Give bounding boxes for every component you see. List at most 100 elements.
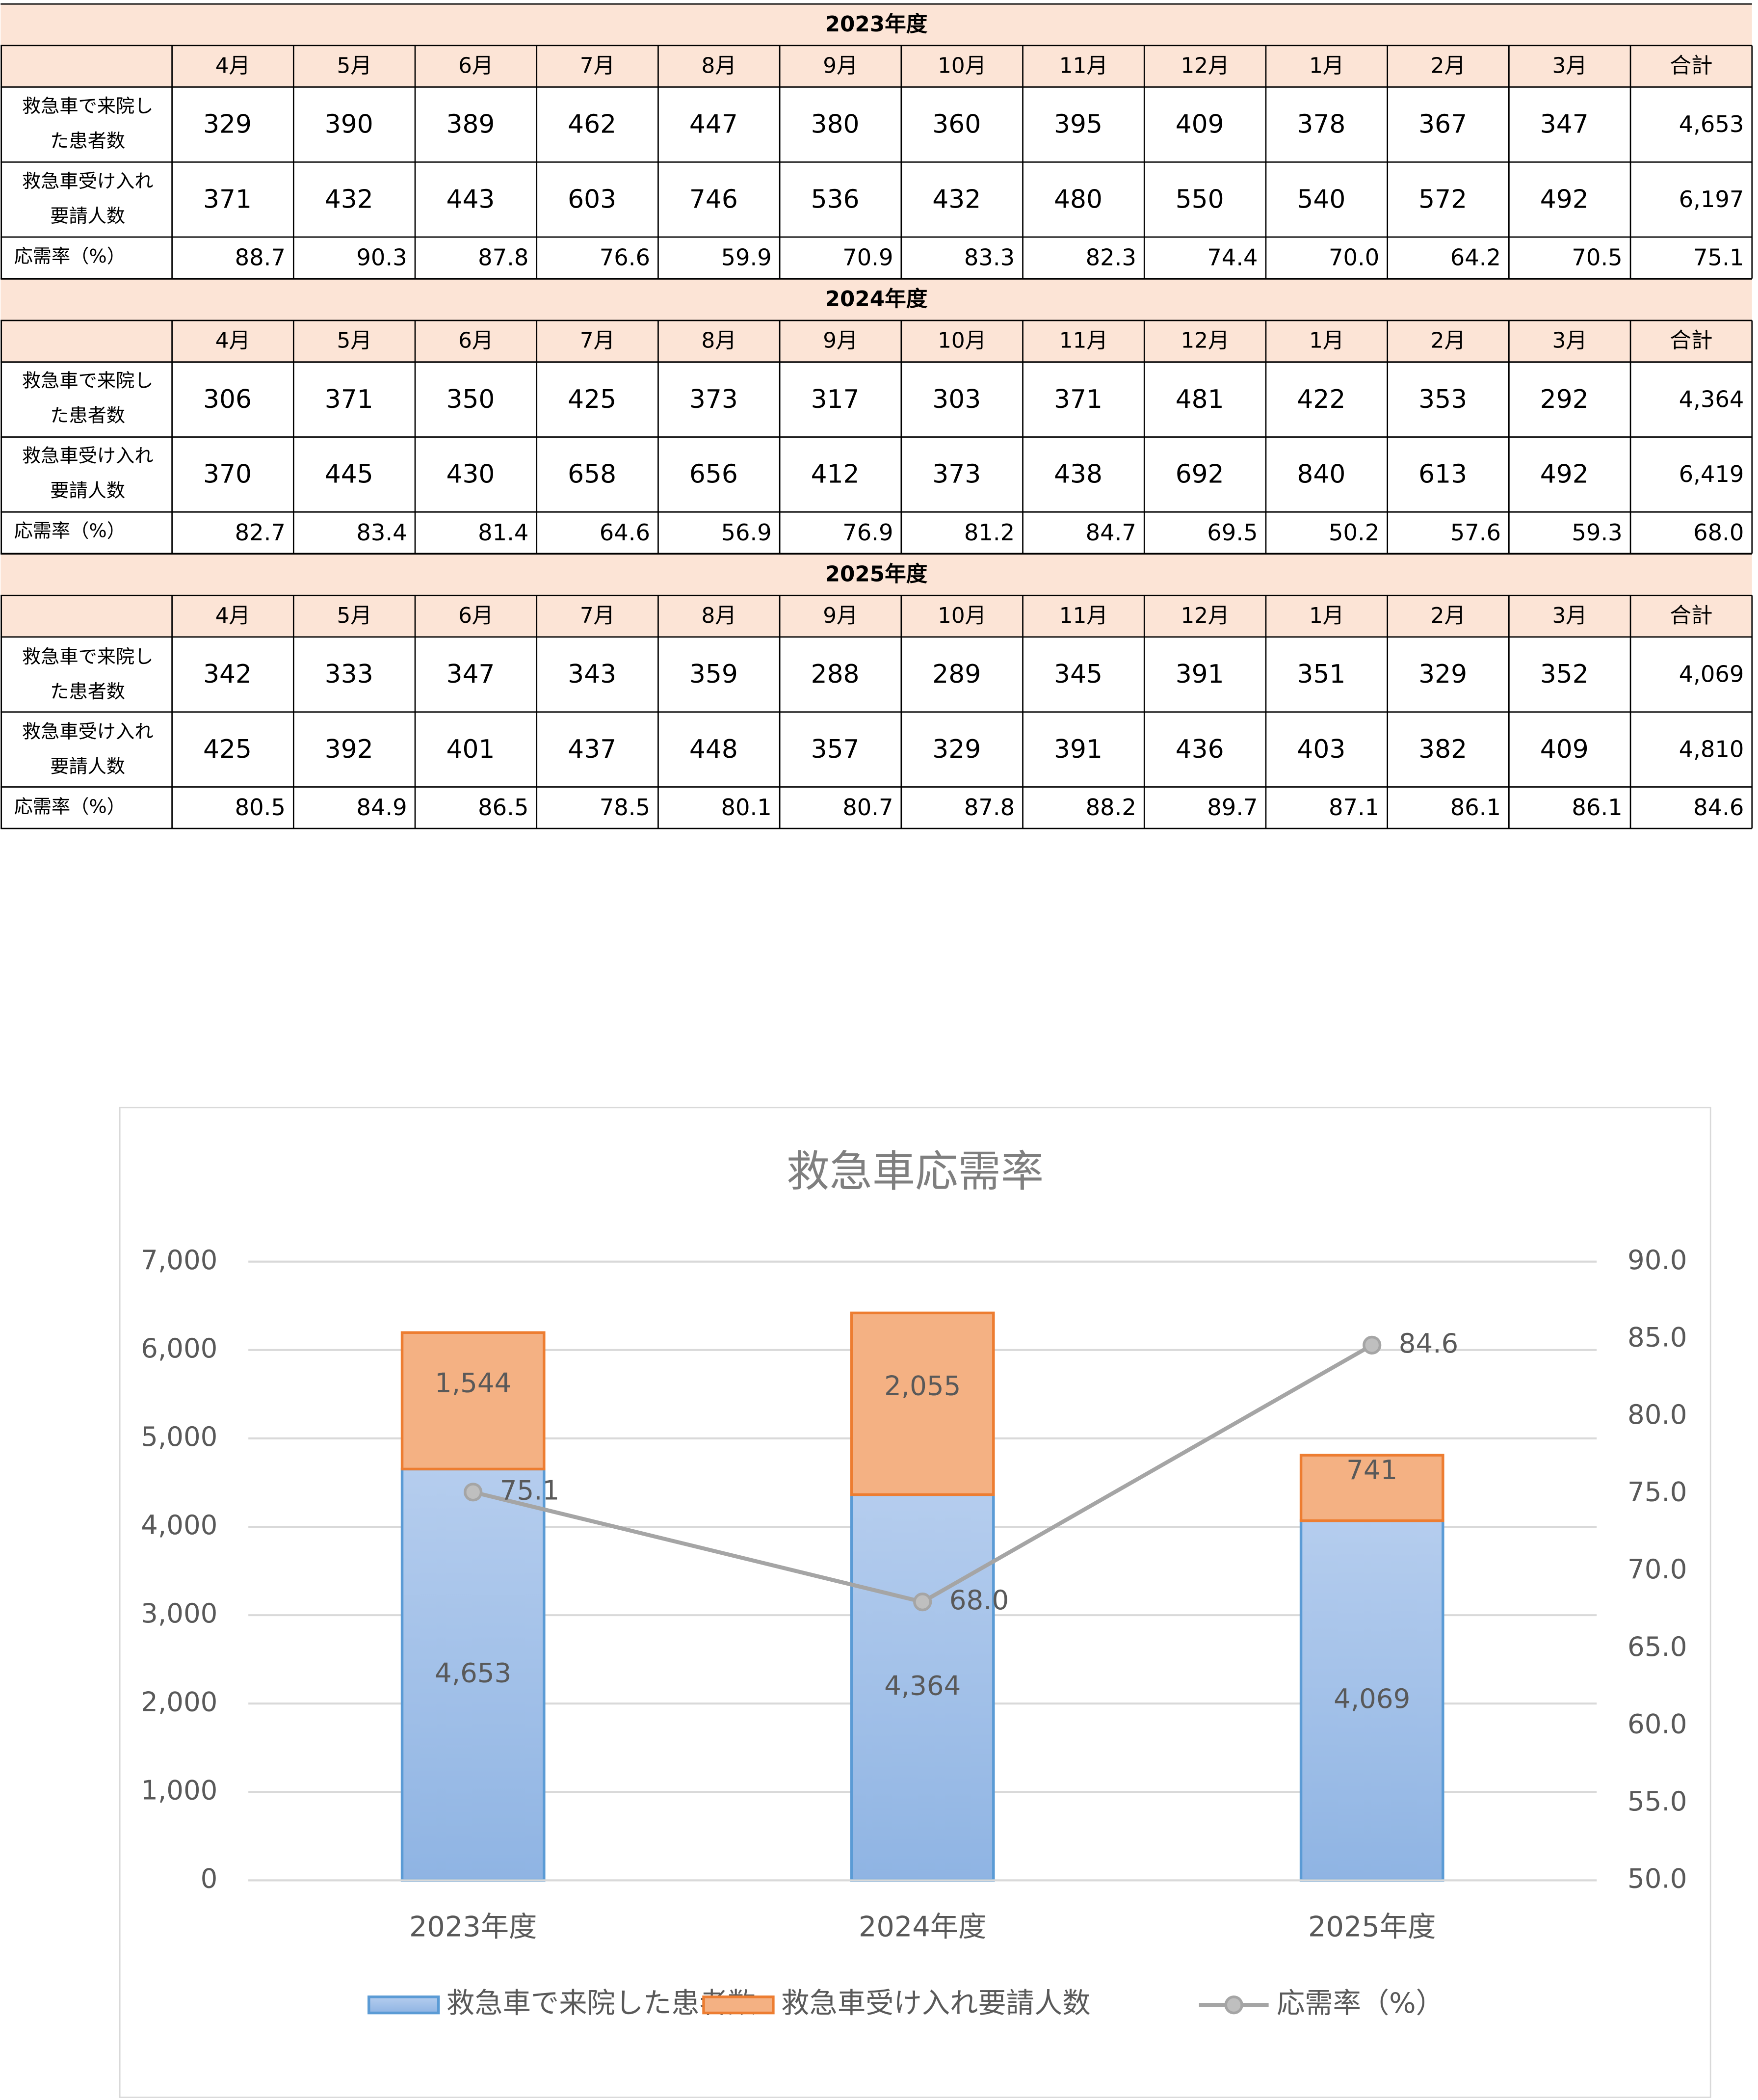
cell: 70.5 [1572, 244, 1622, 271]
cell: 4,810 [1679, 736, 1744, 762]
column-header: 2月 [1431, 603, 1466, 628]
cell: 83.4 [356, 519, 407, 546]
y-tick-label: 3,000 [141, 1597, 217, 1629]
y-tick-label: 6,000 [141, 1332, 217, 1364]
cell: 88.2 [1086, 794, 1136, 821]
cell: 81.4 [478, 519, 528, 546]
cell: 59.3 [1572, 519, 1622, 546]
cell: 84.9 [356, 794, 407, 821]
cell: 382 [1418, 735, 1467, 764]
cell: 86.5 [478, 794, 528, 821]
column-header: 10月 [938, 603, 986, 628]
cell: 82.3 [1086, 244, 1136, 271]
row-label: 救急車で来院した患者数 [22, 96, 153, 153]
column-header: 1月 [1309, 53, 1344, 78]
line-marker [913, 1592, 932, 1612]
cell: 87.1 [1329, 794, 1379, 821]
cell: 603 [568, 185, 616, 214]
cell: 59.9 [721, 244, 771, 271]
cell: 613 [1418, 460, 1467, 489]
row-label-text: 救急車受け入れ要請人数 [22, 171, 154, 228]
row-label: 救急車受け入れ要請人数 [22, 721, 153, 778]
cell: 572 [1418, 185, 1467, 214]
data-label: 75.1 [500, 1474, 560, 1506]
cell: 412 [811, 460, 860, 489]
row-label-text: 救急車受け入れ要請人数 [22, 446, 154, 503]
y2-tick-label: 80.0 [1627, 1399, 1687, 1430]
cell: 64.2 [1450, 244, 1501, 271]
cell: 409 [1176, 110, 1224, 139]
column-header: 12月 [1181, 53, 1229, 78]
column-header: 合計 [1670, 328, 1712, 353]
cell: 57.6 [1450, 519, 1501, 546]
column-header: 1月 [1309, 328, 1344, 353]
cell: 64.6 [600, 519, 650, 546]
cell: 329 [932, 735, 981, 764]
data-label: 2,055 [884, 1370, 961, 1402]
y2-tick-label: 55.0 [1627, 1785, 1687, 1817]
cell: 78.5 [600, 794, 650, 821]
data-label: 84.6 [1399, 1328, 1459, 1359]
cell: 80.1 [721, 794, 771, 821]
column-header: 12月 [1181, 603, 1229, 628]
cell: 656 [689, 460, 738, 489]
cell: 82.7 [235, 519, 286, 546]
cell: 292 [1540, 385, 1589, 414]
bar [850, 1311, 995, 1496]
cell: 445 [325, 460, 373, 489]
column-header: 11月 [1059, 603, 1108, 628]
cell: 360 [932, 110, 981, 139]
column-header: 3月 [1552, 53, 1587, 78]
data-label: 1,544 [435, 1367, 511, 1399]
cell: 746 [689, 185, 738, 214]
cell: 389 [446, 110, 495, 139]
cell: 343 [568, 660, 616, 689]
cell: 443 [446, 185, 495, 214]
column-header: 6月 [458, 53, 493, 78]
cell: 436 [1176, 735, 1224, 764]
cell: 357 [811, 735, 860, 764]
cell: 392 [325, 735, 373, 764]
y-tick-label: 4,000 [141, 1509, 217, 1541]
column-header: 10月 [938, 328, 986, 353]
cell: 69.5 [1207, 519, 1258, 546]
column-header: 7月 [580, 328, 615, 353]
column-header: 9月 [823, 53, 858, 78]
cell: 84.6 [1693, 794, 1744, 821]
x-tick-label: 2024年度 [859, 1910, 986, 1943]
cell: 536 [811, 185, 860, 214]
cell: 4,653 [1679, 111, 1744, 137]
row-label: 救急車受け入れ要請人数 [22, 446, 154, 503]
cell: 76.9 [842, 519, 893, 546]
cell: 425 [203, 735, 252, 764]
row-label-text: 応需率（%） [14, 246, 126, 268]
x-tick-label: 2025年度 [1308, 1910, 1436, 1943]
cell: 342 [203, 660, 252, 689]
cell: 391 [1176, 660, 1224, 689]
cell: 352 [1540, 660, 1589, 689]
cell: 70.0 [1329, 244, 1379, 271]
line-marker [1363, 1335, 1382, 1355]
bar [400, 1331, 546, 1471]
data-label: 68.0 [949, 1584, 1009, 1616]
legend-label: 救急車受け入れ要請人数 [781, 1987, 1090, 2020]
y-tick-label: 5,000 [141, 1421, 217, 1452]
column-header: 7月 [580, 603, 615, 628]
y-tick-label: 0 [201, 1863, 218, 1894]
cell: 86.1 [1450, 794, 1501, 821]
column-header: 11月 [1059, 328, 1108, 353]
cell: 430 [446, 460, 495, 489]
column-header: 4月 [215, 53, 250, 78]
chart-title: 救急車応需率 [787, 1146, 1044, 1196]
header-row [0, 320, 1752, 362]
cell: 306 [203, 385, 252, 414]
data-label: 741 [1346, 1454, 1397, 1486]
cell: 492 [1540, 185, 1589, 214]
legend-swatch [702, 1995, 775, 2015]
cell: 373 [932, 460, 981, 489]
cell: 371 [325, 385, 373, 414]
cell: 6,197 [1679, 186, 1744, 213]
cell: 351 [1297, 660, 1345, 689]
bar [1299, 1454, 1444, 1522]
